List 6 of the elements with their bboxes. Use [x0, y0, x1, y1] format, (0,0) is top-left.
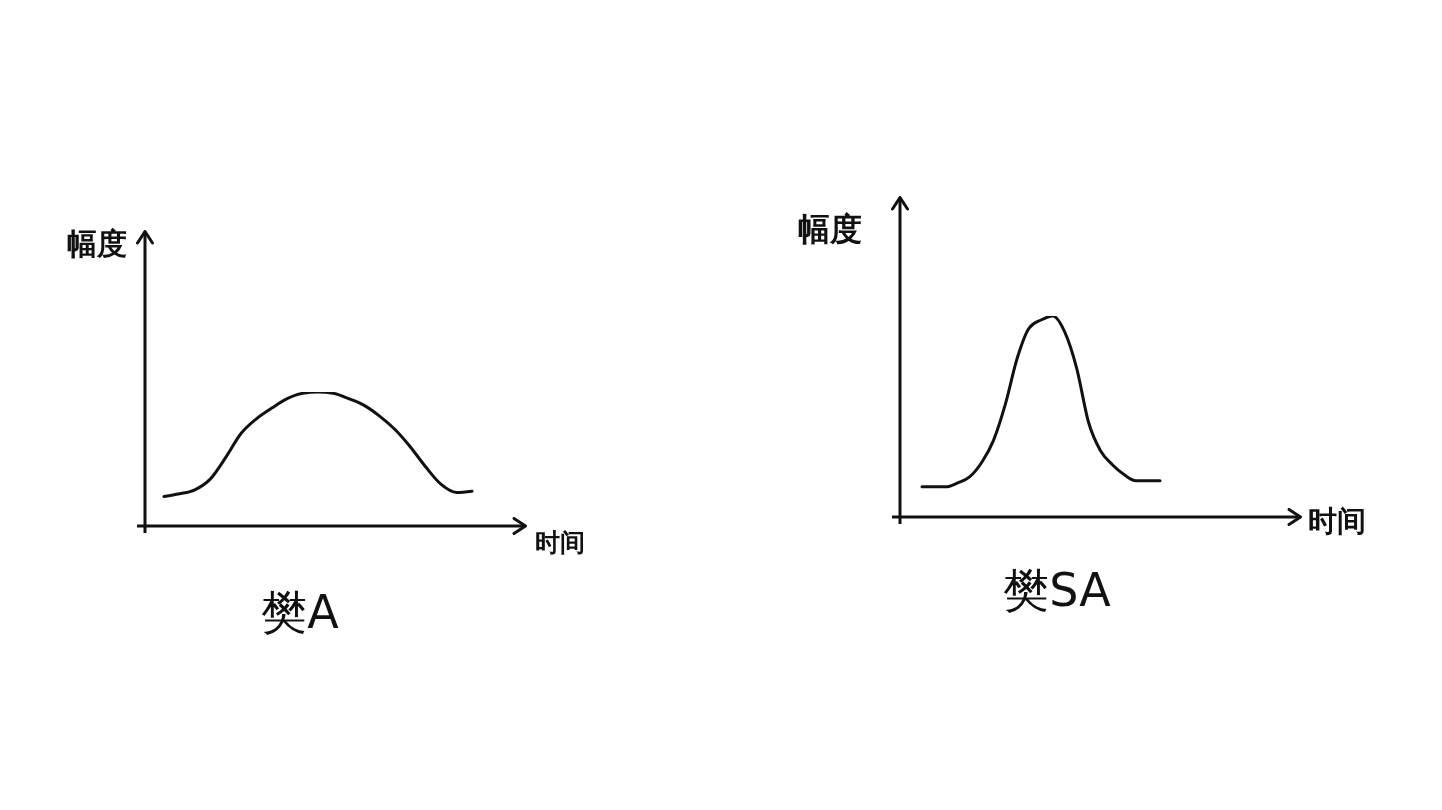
- text: 樊SA: [1003, 562, 1111, 617]
- x-axis-title: 时间: [535, 528, 585, 558]
- y-axis-title: 幅度: [67, 225, 127, 261]
- x-axis-title: 时间: [1308, 504, 1366, 539]
- text: 樊A: [261, 584, 339, 639]
- y-axis-title: 幅度: [798, 210, 862, 249]
